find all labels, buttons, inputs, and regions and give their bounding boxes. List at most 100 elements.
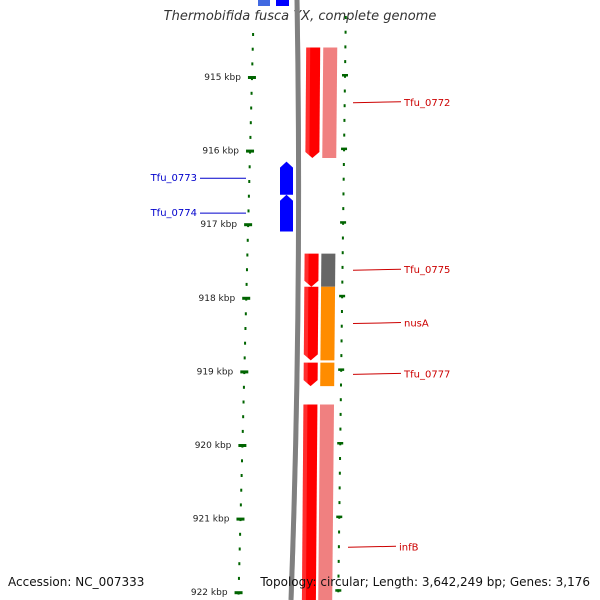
minor-tick	[339, 383, 342, 387]
gene-label[interactable]: infB	[399, 542, 419, 553]
gene-tfu-0772[interactable]: Tfu_0772	[305, 47, 450, 158]
reverse-gene-partial[interactable]	[276, 0, 289, 6]
gene-label[interactable]: Tfu_0773	[150, 173, 197, 184]
minor-tick	[341, 280, 344, 284]
minor-tick	[242, 415, 245, 419]
minor-tick	[242, 400, 245, 404]
minor-tick	[250, 91, 253, 95]
minor-tick	[241, 459, 244, 463]
gene-label[interactable]: Tfu_0772	[403, 98, 450, 109]
minor-tick	[250, 106, 253, 110]
minor-tick	[338, 501, 341, 505]
map-title: Thermobifida fusca YX, complete genome	[163, 9, 437, 24]
minor-tick	[238, 547, 241, 551]
gene-infb[interactable]: infB	[301, 404, 419, 600]
minor-tick	[340, 354, 343, 358]
gene-feature-bar[interactable]	[320, 286, 336, 361]
minor-tick	[244, 312, 247, 316]
tick-label: 921 kbp	[193, 515, 230, 525]
minor-tick	[341, 265, 344, 269]
gene-feature-bar[interactable]	[321, 253, 336, 287]
minor-tick	[338, 530, 341, 534]
minor-tick	[251, 47, 254, 51]
minor-tick	[248, 165, 251, 169]
minor-tick	[343, 104, 346, 108]
tick-label: 919 kbp	[197, 367, 234, 377]
minor-tick	[246, 238, 249, 242]
label-leader	[347, 545, 397, 548]
label-leader	[352, 322, 402, 325]
minor-tick	[249, 135, 252, 139]
gene-feature-bar[interactable]	[318, 404, 335, 600]
minor-tick	[240, 488, 243, 492]
gene-tfu-0773[interactable]: Tfu_0773	[150, 161, 293, 195]
gene-arrow[interactable]	[304, 253, 319, 287]
minor-tick	[340, 339, 343, 343]
gene-feature-bar[interactable]	[320, 362, 335, 387]
gene-arrow-highlight	[303, 286, 309, 361]
minor-tick	[344, 30, 347, 34]
minor-tick	[340, 324, 343, 328]
gene-tfu-0774[interactable]: Tfu_0774	[150, 194, 293, 232]
minor-tick	[343, 89, 346, 93]
gene-arrow[interactable]	[305, 47, 321, 158]
major-tick	[242, 296, 251, 300]
minor-tick	[342, 192, 345, 196]
gene-arrow[interactable]	[303, 286, 319, 361]
major-tick	[244, 223, 253, 227]
gene-tfu-0775[interactable]: Tfu_0775	[304, 253, 450, 287]
minor-tick	[339, 398, 342, 402]
tick-label: 922 kbp	[191, 588, 228, 598]
minor-tick	[240, 474, 243, 477]
gene-tfu-0777[interactable]: Tfu_0777	[303, 362, 451, 387]
minor-tick	[342, 207, 345, 211]
minor-tick	[244, 327, 247, 330]
gene-arrow-highlight	[305, 47, 311, 158]
gene-arrow[interactable]	[280, 194, 293, 232]
label-leader	[352, 101, 402, 104]
minor-tick	[338, 471, 341, 475]
tick-label: 915 kbp	[204, 73, 241, 83]
minor-tick	[337, 574, 340, 578]
reverse-gene-partial[interactable]	[258, 0, 270, 6]
minor-tick	[247, 194, 250, 198]
gene-arrow[interactable]	[301, 404, 318, 600]
tick-label: 920 kbp	[195, 441, 232, 451]
gene-feature-bar[interactable]	[322, 47, 338, 158]
minor-tick	[337, 545, 340, 549]
minor-tick	[341, 147, 348, 151]
minor-tick	[340, 221, 347, 224]
gene-arrow[interactable]	[303, 362, 318, 387]
gene-arrow-highlight	[304, 253, 309, 287]
minor-tick	[336, 515, 343, 519]
minor-tick	[342, 177, 345, 181]
major-tick	[246, 149, 255, 153]
tick-label: 917 kbp	[200, 220, 237, 230]
gene-arrow[interactable]	[280, 161, 293, 195]
minor-tick	[337, 442, 344, 445]
gene-label[interactable]: Tfu_0777	[403, 369, 450, 380]
gene-arrow-highlight	[301, 404, 308, 600]
major-tick	[247, 76, 256, 79]
gene-label[interactable]: nusA	[404, 319, 429, 330]
minor-tick	[343, 118, 346, 122]
minor-tick	[344, 45, 347, 49]
minor-tick	[237, 576, 240, 580]
tick-label: 918 kbp	[199, 294, 236, 304]
label-leader	[352, 268, 402, 271]
minor-tick	[241, 429, 244, 433]
minor-tick	[335, 589, 342, 592]
gene-label[interactable]: Tfu_0774	[150, 208, 197, 219]
genome-summary-text: Topology: circular; Length: 3,642,249 bp…	[260, 575, 590, 589]
minor-tick	[248, 180, 251, 183]
minor-tick	[342, 74, 348, 77]
genome-backbone	[288, 0, 302, 600]
minor-tick	[239, 532, 242, 536]
minor-tick	[338, 486, 341, 490]
minor-tick	[341, 251, 344, 255]
gene-label[interactable]: Tfu_0775	[403, 265, 450, 276]
minor-tick	[339, 412, 342, 416]
gene-nusa[interactable]: nusA	[303, 286, 429, 361]
